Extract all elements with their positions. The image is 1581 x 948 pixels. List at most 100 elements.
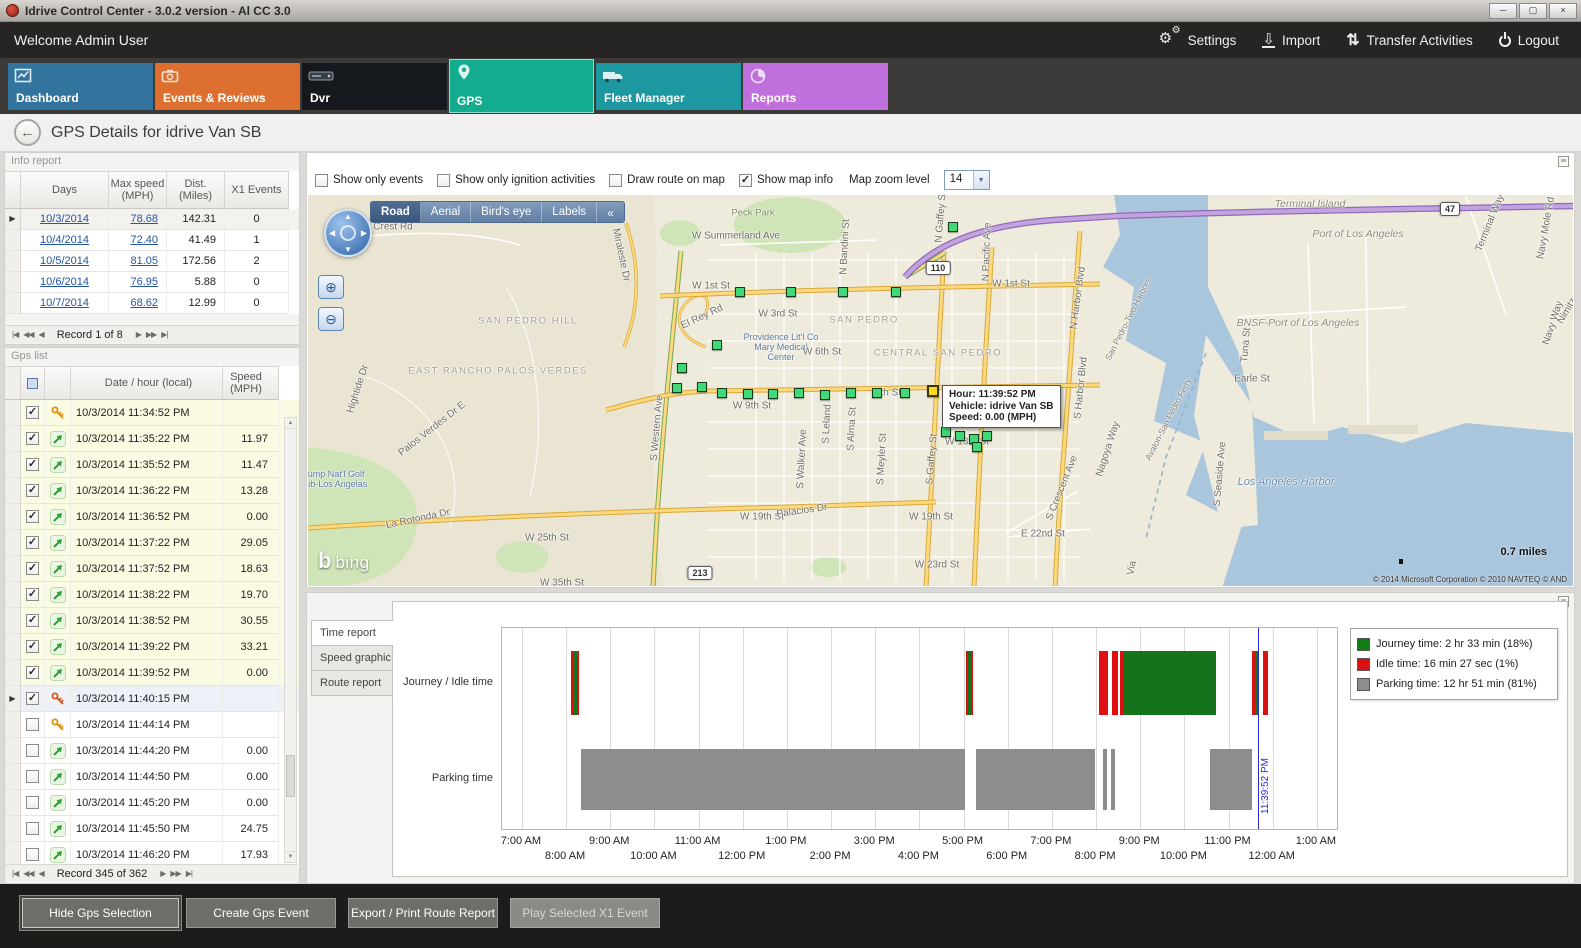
max-speed-link[interactable]: 68.62: [130, 297, 158, 309]
chart-tab-route-report[interactable]: Route report: [311, 670, 393, 696]
gps-list-row[interactable]: ✓ 10/3/2014 11:35:52 PM 11.47: [5, 452, 299, 478]
pager-prev-button[interactable]: ◀: [38, 869, 45, 878]
map-style-road[interactable]: Road: [371, 202, 421, 222]
back-button[interactable]: ←: [14, 119, 41, 146]
row-checkbox[interactable]: ✓: [26, 588, 39, 601]
scroll-down-icon[interactable]: ▼: [285, 851, 296, 862]
map-compass-control[interactable]: ▲ ▼ ◀ ▶: [324, 209, 372, 257]
gps-point-marker[interactable]: [677, 363, 687, 373]
maximize-button[interactable]: ▢: [1519, 2, 1547, 19]
pager-last-button[interactable]: ▶|: [185, 869, 193, 878]
map-option-show-only-events[interactable]: Show only events: [315, 173, 423, 187]
select-all-icon[interactable]: [27, 377, 38, 389]
gps-list-scrollbar[interactable]: ▲ ▼: [284, 417, 297, 863]
option-checkbox[interactable]: [315, 173, 328, 187]
gps-point-marker[interactable]: [697, 382, 707, 392]
zoom-out-icon[interactable]: ⊖: [318, 307, 344, 331]
gps-point-marker[interactable]: [955, 431, 965, 441]
option-checkbox[interactable]: ✓: [738, 173, 752, 187]
chart-tab-speed-graphic[interactable]: Speed graphic: [311, 645, 393, 671]
info-report-row[interactable]: 10/5/2014 81.05 172.56 2: [5, 251, 299, 272]
gps-list-row[interactable]: ✓ 10/3/2014 11:36:52 PM 0.00: [5, 504, 299, 530]
gps-list-row[interactable]: ▶ ✓ 10/3/2014 11:40:15 PM: [5, 686, 299, 712]
row-checkbox[interactable]: ✓: [26, 666, 39, 679]
gps-list-row[interactable]: ✓ 10/3/2014 11:39:52 PM 0.00: [5, 660, 299, 686]
selected-gps-marker[interactable]: [927, 385, 939, 397]
pager-prev-page-button[interactable]: ◀◀: [23, 869, 34, 878]
day-link[interactable]: 10/7/2014: [40, 297, 89, 309]
row-checkbox[interactable]: [26, 718, 39, 731]
map-option-show-only-ignition-activities[interactable]: Show only ignition activities: [437, 173, 595, 187]
row-checkbox[interactable]: [26, 770, 39, 783]
gps-list-row[interactable]: 10/3/2014 11:45:20 PM 0.00: [5, 790, 299, 816]
pan-right-icon[interactable]: ▶: [360, 228, 367, 238]
map-option-show-map-info[interactable]: ✓ Show map info: [738, 173, 833, 187]
tab-dvr[interactable]: Dvr: [302, 63, 447, 110]
row-checkbox[interactable]: [26, 744, 39, 757]
row-checkbox[interactable]: ✓: [26, 614, 39, 627]
tab-fleet[interactable]: Fleet Manager: [596, 63, 741, 110]
info-report-row[interactable]: 10/7/2014 68.62 12.99 0: [5, 293, 299, 314]
chevron-down-icon[interactable]: ▼: [972, 171, 989, 189]
gps-list-row[interactable]: 10/3/2014 11:44:50 PM 0.00: [5, 764, 299, 790]
gps-point-marker[interactable]: [794, 388, 804, 398]
map-nav-collapse-button[interactable]: «: [607, 206, 614, 220]
gps-point-marker[interactable]: [743, 389, 753, 399]
gps-point-marker[interactable]: [891, 287, 901, 297]
tab-gps[interactable]: GPS: [449, 59, 594, 113]
gps-list-row[interactable]: 10/3/2014 11:45:50 PM 24.75: [5, 816, 299, 842]
tab-dashboard[interactable]: Dashboard: [8, 63, 153, 110]
row-checkbox[interactable]: ✓: [26, 458, 39, 471]
row-checkbox[interactable]: ✓: [26, 692, 39, 705]
gps-list-row[interactable]: ✓ 10/3/2014 11:38:52 PM 30.55: [5, 608, 299, 634]
header-action-settings[interactable]: ⚙ ⚙ Settings: [1159, 25, 1237, 49]
gps-point-marker[interactable]: [672, 383, 682, 393]
hide-gps-selection-button[interactable]: Hide Gps Selection: [22, 898, 179, 928]
gps-point-marker[interactable]: [820, 390, 830, 400]
close-button[interactable]: ×: [1549, 2, 1577, 19]
row-checkbox[interactable]: [26, 822, 39, 835]
gps-point-marker[interactable]: [900, 388, 910, 398]
gps-point-marker[interactable]: [972, 442, 982, 452]
map-style-aerial[interactable]: Aerial: [421, 202, 472, 222]
gps-list-row[interactable]: ✓ 10/3/2014 11:34:52 PM: [5, 400, 299, 426]
map-panel-collapse-button[interactable]: [1558, 156, 1569, 167]
gps-point-marker[interactable]: [838, 287, 848, 297]
row-checkbox[interactable]: ✓: [26, 536, 39, 549]
pager-first-button[interactable]: |◀: [12, 330, 19, 339]
option-checkbox[interactable]: [609, 173, 623, 187]
pager-last-button[interactable]: ▶|: [161, 330, 168, 339]
gps-point-marker[interactable]: [872, 388, 882, 398]
gps-point-marker[interactable]: [846, 388, 856, 398]
scroll-up-icon[interactable]: ▲: [285, 418, 296, 429]
header-action-transfer[interactable]: ⇅ Transfer Activities: [1346, 30, 1472, 50]
gps-point-marker[interactable]: [948, 222, 958, 232]
pager-next-page-button[interactable]: ▶▶: [145, 330, 157, 339]
header-action-logout[interactable]: Logout: [1498, 33, 1559, 48]
row-checkbox[interactable]: [26, 848, 39, 861]
day-link[interactable]: 10/3/2014: [40, 213, 89, 225]
gps-list-row[interactable]: 10/3/2014 11:44:20 PM 0.00: [5, 738, 299, 764]
zoom-in-icon[interactable]: ⊕: [318, 275, 344, 299]
pan-up-icon[interactable]: ▲: [344, 212, 352, 221]
pan-left-icon[interactable]: ◀: [329, 228, 336, 238]
gps-list-row[interactable]: ✓ 10/3/2014 11:38:22 PM 19.70: [5, 582, 299, 608]
map-style-birdseye[interactable]: Bird's eye: [471, 202, 543, 222]
row-checkbox[interactable]: ✓: [26, 510, 39, 523]
pan-down-icon[interactable]: ▼: [344, 245, 352, 254]
gps-list-row[interactable]: ✓ 10/3/2014 11:36:22 PM 13.28: [5, 478, 299, 504]
row-checkbox[interactable]: ✓: [26, 484, 39, 497]
max-speed-link[interactable]: 78.68: [130, 213, 158, 225]
gps-list-row[interactable]: ✓ 10/3/2014 11:37:52 PM 18.63: [5, 556, 299, 582]
map-zoom-select[interactable]: 14 ▼: [943, 170, 990, 190]
tab-reports[interactable]: Reports: [743, 63, 888, 110]
map-style-labels[interactable]: Labels: [542, 202, 598, 222]
pager-next-page-button[interactable]: ▶▶: [170, 869, 181, 878]
row-checkbox[interactable]: ✓: [26, 640, 39, 653]
chart-tab-time-report[interactable]: Time report: [311, 620, 394, 646]
scrollbar-thumb[interactable]: [286, 755, 295, 798]
info-report-row[interactable]: 10/6/2014 76.95 5.88 0: [5, 272, 299, 293]
gps-point-marker[interactable]: [982, 431, 992, 441]
day-link[interactable]: 10/5/2014: [40, 255, 89, 267]
max-speed-link[interactable]: 81.05: [130, 255, 158, 267]
